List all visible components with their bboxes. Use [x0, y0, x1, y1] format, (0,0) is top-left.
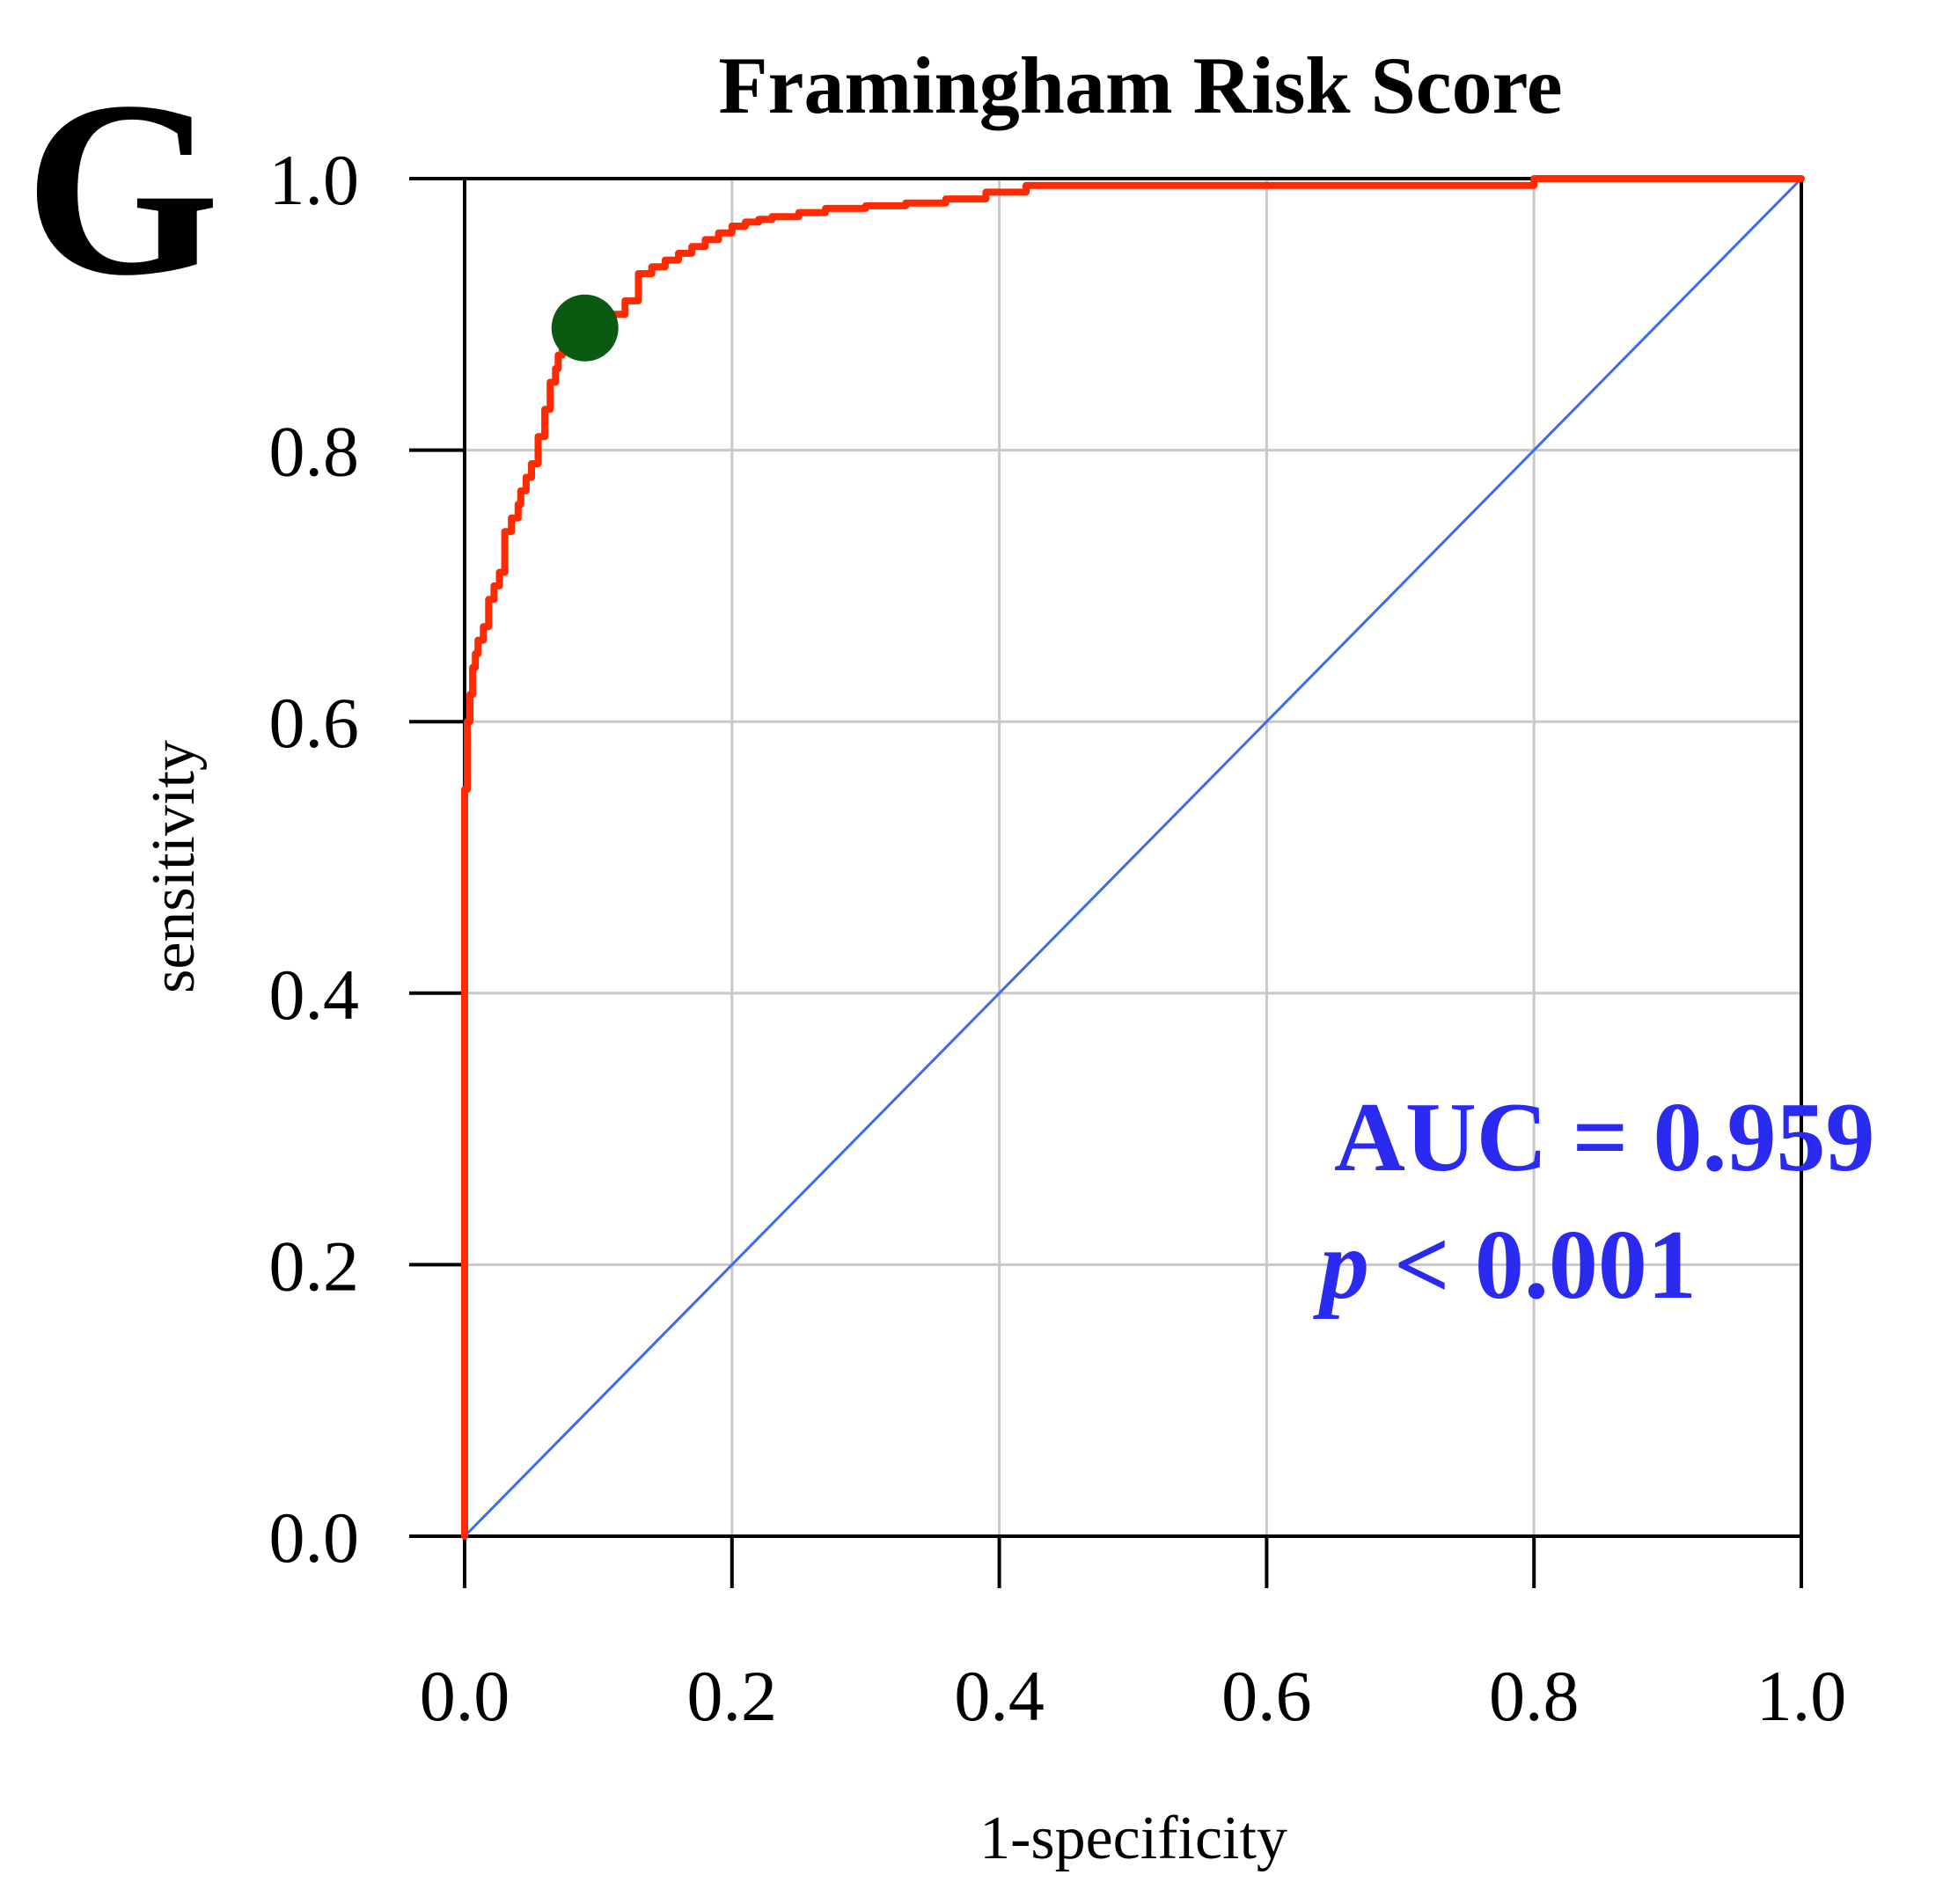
- x-tick-label-2: 0.4: [954, 1656, 1045, 1736]
- y-tick-label-0: 0.0: [269, 1498, 360, 1578]
- x-tick-label-5: 1.0: [1756, 1656, 1847, 1736]
- x-tick-label-1: 0.2: [687, 1656, 778, 1736]
- y-tick-label-4: 0.8: [269, 412, 360, 492]
- series-group: [461, 175, 1805, 1540]
- p-value-annotation: p < 0.001: [1313, 1211, 1697, 1320]
- auc-annotation: AUC = 0.959: [1334, 1083, 1874, 1192]
- chart-title: Framingham Risk Score: [718, 40, 1562, 130]
- y-tick-label-5: 1.0: [269, 140, 360, 220]
- tick-labels: 0.0 0.2 0.4 0.6 0.8 1.0 0.0 0.2 0.4 0.6 0.8 1.0: [269, 140, 1847, 1736]
- reference-diagonal-line: [463, 177, 1803, 1538]
- p-value-text: < 0.001: [1394, 1211, 1697, 1320]
- panel-label: G: [25, 49, 220, 327]
- y-tick-label-3: 0.6: [269, 683, 360, 763]
- y-tick-label-1: 0.2: [269, 1226, 360, 1306]
- p-symbol: p: [1313, 1211, 1369, 1320]
- y-tick-label-2: 0.4: [269, 955, 360, 1035]
- x-axis-label: 1-specificity: [979, 1805, 1287, 1872]
- x-tick-label-4: 0.8: [1489, 1656, 1580, 1736]
- x-tick-label-0: 0.0: [420, 1656, 510, 1736]
- annotations: AUC = 0.959 p < 0.001: [1313, 1083, 1874, 1320]
- gridlines: [465, 179, 1801, 1536]
- y-axis-label: sensitivity: [140, 740, 208, 993]
- x-tick-label-3: 0.6: [1221, 1656, 1312, 1736]
- cutoff-point-marker: [551, 294, 619, 362]
